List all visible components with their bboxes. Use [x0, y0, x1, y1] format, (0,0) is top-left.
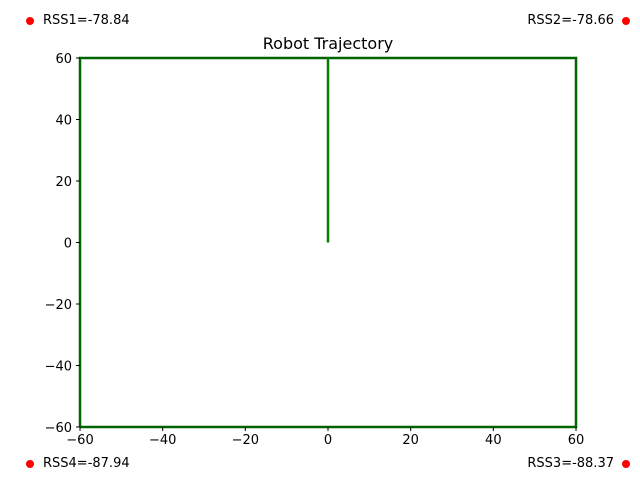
x-tick-label: 0 — [324, 433, 332, 448]
sensor-marker — [26, 17, 34, 25]
sensor-label: RSS2=-78.66 — [527, 13, 614, 28]
sensor-label: RSS4=-87.94 — [43, 456, 130, 471]
y-tick-label: 60 — [55, 52, 72, 67]
x-tick-label: −60 — [66, 433, 93, 448]
sensor-readings: RSS1=-78.84 RSS2=-78.66 RSS3=-88.37 RSS4=-8… — [26, 13, 630, 471]
sensor-marker — [622, 17, 630, 25]
sensor-label: RSS3=-88.37 — [527, 456, 614, 471]
y-tick-label: 0 — [64, 237, 72, 252]
chart-title: Robot Trajectory — [263, 34, 394, 53]
x-tick-label: 20 — [402, 433, 419, 448]
x-tick-label: 40 — [485, 433, 502, 448]
x-tick-label: −20 — [232, 433, 259, 448]
sensor-label: RSS1=-78.84 — [43, 13, 130, 28]
y-tick-label: −20 — [45, 298, 72, 313]
y-tick-label: 20 — [55, 175, 72, 190]
x-axis: −60 −40 −20 0 20 40 60 — [66, 427, 584, 448]
sensor-marker — [26, 460, 34, 468]
x-tick-label: −40 — [149, 433, 176, 448]
y-tick-label: −40 — [45, 360, 72, 375]
y-tick-label: −60 — [45, 421, 72, 436]
y-tick-label: 40 — [55, 114, 72, 129]
x-tick-label: 60 — [568, 433, 585, 448]
sensor-marker — [622, 460, 630, 468]
y-axis: −60 −40 −20 0 20 40 60 — [45, 52, 80, 436]
